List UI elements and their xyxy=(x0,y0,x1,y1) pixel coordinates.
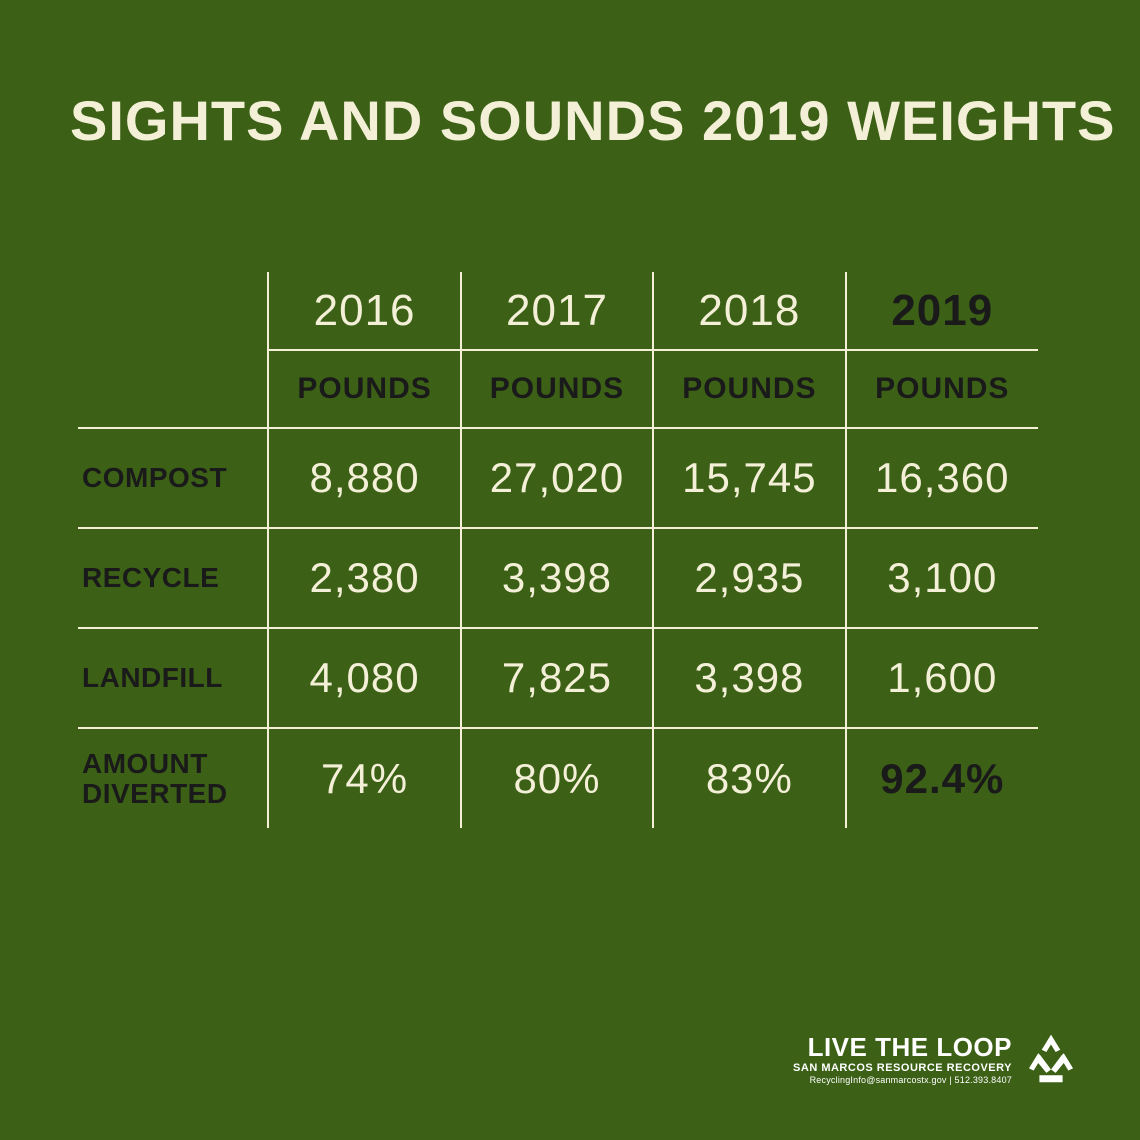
cell: 83% xyxy=(653,728,845,828)
cell: 27,020 xyxy=(461,428,653,528)
footer-text: LIVE THE LOOP SAN MARCOS RESOURCE RECOVE… xyxy=(793,1034,1012,1085)
year-2018: 2018 xyxy=(653,272,845,350)
footer-subtitle: SAN MARCOS RESOURCE RECOVERY xyxy=(793,1062,1012,1074)
footer-title: LIVE THE LOOP xyxy=(793,1034,1012,1060)
row-label-recycle: RECYCLE xyxy=(78,528,268,628)
row-label-compost: COMPOST xyxy=(78,428,268,528)
row-label-text: AMOUNTDIVERTED xyxy=(82,748,228,808)
footer: LIVE THE LOOP SAN MARCOS RESOURCE RECOVE… xyxy=(793,1030,1080,1088)
year-2017: 2017 xyxy=(461,272,653,350)
table-row: LANDFILL 4,080 7,825 3,398 1,600 xyxy=(78,628,1038,728)
cell: 1,600 xyxy=(846,628,1038,728)
page-title: SIGHTS AND SOUNDS 2019 WEIGHTS xyxy=(70,88,1115,153)
table-row: RECYCLE 2,380 3,398 2,935 3,100 xyxy=(78,528,1038,628)
cell: 4,080 xyxy=(268,628,460,728)
unit-label: POUNDS xyxy=(268,350,460,428)
table-row: AMOUNTDIVERTED 74% 80% 83% 92.4% xyxy=(78,728,1038,828)
cell: 80% xyxy=(461,728,653,828)
row-label-diverted: AMOUNTDIVERTED xyxy=(78,728,268,828)
unit-label: POUNDS xyxy=(846,350,1038,428)
cell: 16,360 xyxy=(846,428,1038,528)
year-row: 2016 2017 2018 2019 xyxy=(78,272,1038,350)
year-2019: 2019 xyxy=(846,272,1038,350)
year-2016: 2016 xyxy=(268,272,460,350)
unit-label: POUNDS xyxy=(653,350,845,428)
cell: 7,825 xyxy=(461,628,653,728)
cell: 2,380 xyxy=(268,528,460,628)
footer-contact: RecyclingInfo@sanmarcostx.gov | 512.393.… xyxy=(793,1075,1012,1085)
recycle-icon xyxy=(1022,1030,1080,1088)
cell: 3,100 xyxy=(846,528,1038,628)
row-label-landfill: LANDFILL xyxy=(78,628,268,728)
cell: 3,398 xyxy=(461,528,653,628)
weights-table: 2016 2017 2018 2019 POUNDS POUNDS POUNDS… xyxy=(78,272,1038,828)
cell: 74% xyxy=(268,728,460,828)
units-row: POUNDS POUNDS POUNDS POUNDS xyxy=(78,350,1038,428)
table-row: COMPOST 8,880 27,020 15,745 16,360 xyxy=(78,428,1038,528)
cell: 2,935 xyxy=(653,528,845,628)
cell: 15,745 xyxy=(653,428,845,528)
cell: 3,398 xyxy=(653,628,845,728)
cell: 92.4% xyxy=(846,728,1038,828)
cell: 8,880 xyxy=(268,428,460,528)
unit-label: POUNDS xyxy=(461,350,653,428)
